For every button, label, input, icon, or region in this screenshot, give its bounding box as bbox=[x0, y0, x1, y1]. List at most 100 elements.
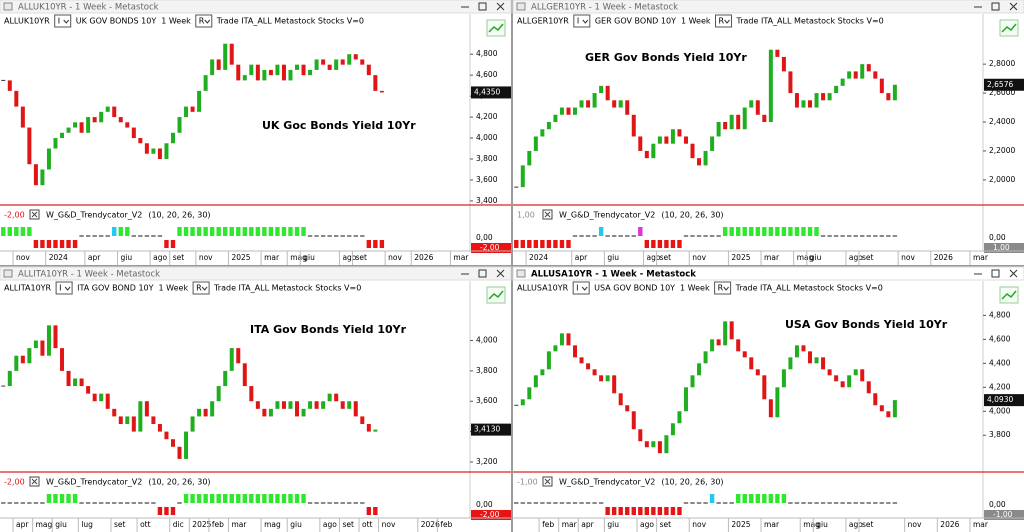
close-button[interactable] bbox=[1009, 269, 1018, 278]
candle bbox=[327, 64, 332, 70]
candle bbox=[618, 100, 623, 108]
trend-bar bbox=[729, 227, 734, 236]
r-selector-arrow bbox=[204, 19, 211, 24]
window-title: ALLUSA10YR - 1 Week - Metastock bbox=[531, 270, 696, 280]
trend-bar bbox=[190, 494, 195, 503]
trend-bar bbox=[242, 494, 247, 503]
r-selector-box[interactable] bbox=[195, 14, 213, 28]
trend-bar bbox=[157, 507, 163, 515]
candle bbox=[886, 411, 891, 418]
trend-bar bbox=[79, 502, 84, 504]
trend-bar bbox=[553, 240, 558, 248]
trend-bar bbox=[860, 502, 865, 504]
candle bbox=[197, 90, 202, 112]
symbol: ALLGER10YR bbox=[517, 17, 569, 26]
x-tick-label: 2026 bbox=[421, 520, 440, 529]
i-selector-box[interactable] bbox=[54, 14, 72, 28]
candle bbox=[853, 71, 858, 79]
trend-bar bbox=[183, 494, 189, 503]
x-tick-label: feb bbox=[440, 520, 452, 529]
instrument-name: USA GOV BOND 10Y bbox=[594, 284, 675, 293]
candle bbox=[308, 401, 313, 409]
r-selector-box[interactable] bbox=[714, 281, 732, 295]
maximize-button[interactable] bbox=[991, 269, 1000, 278]
indicator-value-box bbox=[984, 510, 1024, 520]
trend-bar bbox=[853, 502, 858, 504]
chart-annotation: GER Gov Bonds Yield 10Yr bbox=[585, 51, 747, 64]
trend-bar bbox=[605, 235, 610, 237]
candle bbox=[177, 446, 182, 459]
candle bbox=[677, 411, 682, 424]
trend-bar bbox=[546, 502, 552, 504]
candle bbox=[321, 59, 326, 65]
title-bar bbox=[0, 0, 512, 14]
trend-bar bbox=[814, 227, 819, 236]
trend-bar bbox=[249, 494, 254, 503]
trend-bar bbox=[333, 235, 339, 237]
close-button[interactable] bbox=[496, 2, 505, 11]
trend-bar bbox=[301, 227, 306, 236]
i-selector-arrow bbox=[582, 19, 589, 24]
chart-annotation: ITA Gov Bonds Yield 10Yr bbox=[250, 323, 407, 336]
candle bbox=[755, 369, 760, 376]
trend-bar bbox=[611, 235, 617, 237]
trend-bar bbox=[347, 502, 352, 504]
period: 1 Week bbox=[681, 17, 711, 26]
maximize-button[interactable] bbox=[478, 269, 487, 278]
candle bbox=[99, 393, 104, 402]
candle bbox=[295, 64, 300, 70]
maximize-button[interactable] bbox=[991, 2, 1000, 11]
r-selector-box[interactable] bbox=[715, 14, 733, 28]
x-tick-label: giu bbox=[303, 253, 315, 262]
candle bbox=[373, 429, 378, 432]
candle bbox=[651, 441, 656, 448]
close-button[interactable] bbox=[496, 269, 505, 278]
candle bbox=[360, 416, 365, 425]
candle bbox=[892, 84, 897, 101]
trend-bar bbox=[294, 227, 300, 236]
candle bbox=[710, 339, 715, 352]
trend-bar bbox=[20, 227, 26, 236]
trend-bar bbox=[14, 502, 19, 504]
i-selector: I bbox=[577, 17, 579, 26]
trend-bar bbox=[27, 502, 32, 504]
symbol: ALLUK10YR bbox=[4, 17, 50, 26]
trend-bar bbox=[72, 494, 78, 503]
trend-bar bbox=[514, 502, 519, 504]
candle bbox=[703, 150, 708, 166]
candle bbox=[847, 71, 852, 79]
last-price-box bbox=[984, 394, 1024, 407]
x-tick-label: ago bbox=[640, 520, 654, 529]
r-selector-box[interactable] bbox=[192, 281, 210, 295]
candle bbox=[353, 401, 358, 417]
trend-bar bbox=[275, 494, 280, 503]
close-button[interactable] bbox=[1009, 2, 1018, 11]
trend-bar bbox=[223, 227, 228, 236]
candle bbox=[690, 143, 695, 159]
candle bbox=[125, 416, 130, 425]
trend-bar bbox=[585, 502, 591, 504]
trend-bar bbox=[105, 502, 110, 504]
trend-bar bbox=[151, 502, 156, 504]
trend-bar bbox=[638, 227, 643, 236]
trend-bar bbox=[866, 502, 871, 504]
x-tick-label: 2025 bbox=[731, 520, 750, 529]
maximize-button[interactable] bbox=[478, 2, 487, 11]
candle bbox=[157, 148, 162, 159]
candle bbox=[716, 339, 721, 346]
candle bbox=[592, 369, 597, 376]
i-selector-box[interactable] bbox=[573, 14, 591, 28]
candle bbox=[288, 69, 293, 81]
y-tick-label: 3,600 bbox=[476, 175, 498, 184]
i-selector-box[interactable] bbox=[572, 281, 590, 295]
candle bbox=[255, 401, 260, 409]
i-selector-box[interactable] bbox=[55, 281, 73, 295]
trend-bar bbox=[373, 240, 378, 248]
window bbox=[0, 0, 511, 265]
trend-bar bbox=[242, 227, 247, 236]
candle bbox=[736, 114, 741, 130]
chart-annotation: UK Goc Bonds Yield 10Yr bbox=[262, 119, 416, 132]
candle bbox=[866, 381, 871, 394]
candle bbox=[86, 117, 91, 133]
trend-bar bbox=[703, 502, 708, 504]
